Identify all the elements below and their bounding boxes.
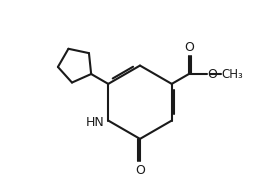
- Text: CH₃: CH₃: [222, 68, 244, 80]
- Text: O: O: [184, 41, 194, 54]
- Text: O: O: [207, 68, 217, 80]
- Text: O: O: [135, 164, 145, 177]
- Text: HN: HN: [85, 116, 104, 129]
